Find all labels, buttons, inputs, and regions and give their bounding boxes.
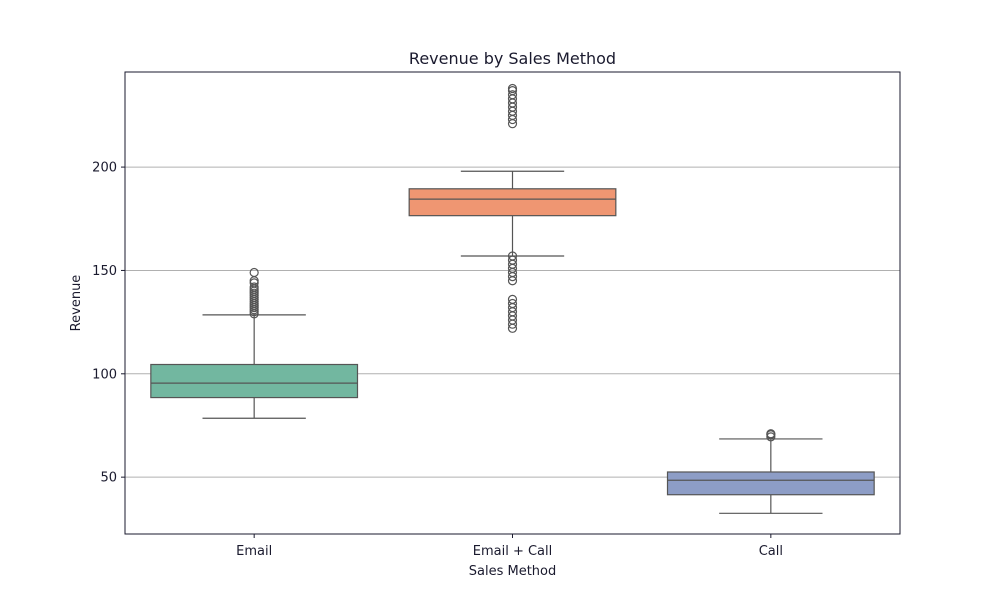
y-tick-label: 50 [100,471,117,486]
x-tick-label: Email [236,544,272,559]
box-email [150,267,359,419]
outlier-point [507,251,518,261]
y-axis-ticks: 50 100 150 200 [92,161,125,486]
outlier-point [249,282,259,292]
x-tick-label: Email + Call [473,544,553,559]
x-axis-label: Sales Method [469,564,557,579]
y-tick-label: 100 [92,367,117,382]
box-iqr [408,188,617,217]
outlier-point [507,255,518,265]
outlier-point [507,90,518,100]
outlier-point [507,83,518,94]
box-email-call [408,83,617,333]
y-tick-label: 200 [92,161,117,176]
outlier-point [507,294,518,304]
y-axis-label: Revenue [69,275,84,332]
x-tick-label: Call [759,544,783,559]
box-iqr [666,471,875,496]
y-tick-label: 150 [92,264,117,279]
chart-title: Revenue by Sales Method [409,49,616,68]
boxes [150,83,875,514]
x-axis-ticks: Email Email + Call Call [236,534,783,559]
box-call [666,429,875,514]
outlier-point [507,298,518,309]
box-iqr [150,363,359,399]
outlier-point [249,267,259,278]
outlier-point [766,429,776,439]
